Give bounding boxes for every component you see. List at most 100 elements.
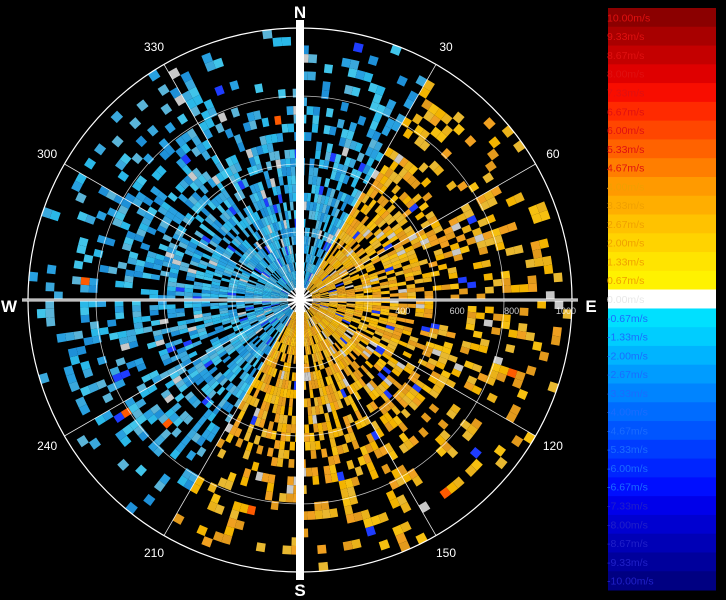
velocity-cell — [304, 244, 308, 254]
velocity-cell — [120, 342, 131, 352]
velocity-cell — [479, 338, 490, 347]
velocity-cell — [327, 366, 334, 376]
velocity-cell — [449, 242, 460, 251]
velocity-cell — [246, 385, 254, 395]
velocity-cell — [287, 406, 293, 416]
velocity-cell — [437, 419, 449, 430]
velocity-cell — [502, 285, 512, 293]
velocity-cell — [210, 302, 219, 307]
velocity-cell — [293, 328, 296, 338]
velocity-cell — [265, 336, 273, 345]
velocity-cell — [420, 220, 431, 229]
velocity-cell — [118, 336, 129, 345]
velocity-cell — [324, 279, 333, 286]
velocity-cell — [435, 361, 446, 370]
velocity-cell — [387, 318, 397, 324]
velocity-cell — [337, 326, 346, 333]
velocity-cell — [219, 213, 229, 223]
velocity-cell — [146, 250, 157, 259]
velocity-cell — [280, 303, 289, 308]
velocity-cell — [214, 247, 224, 255]
velocity-cell — [162, 215, 173, 225]
velocity-cell — [378, 445, 389, 456]
velocity-cell — [330, 272, 339, 279]
velocity-cell — [256, 190, 264, 201]
velocity-cell — [267, 279, 276, 286]
velocity-cell — [204, 60, 216, 72]
velocity-cell — [275, 249, 282, 259]
velocity-cell — [319, 332, 325, 341]
velocity-cell — [410, 370, 421, 380]
velocity-cell — [318, 270, 325, 278]
velocity-cell — [435, 253, 445, 261]
velocity-cell — [338, 360, 346, 369]
velocity-cell — [267, 337, 274, 346]
colorbar-swatch — [608, 421, 716, 441]
velocity-cell — [383, 213, 393, 223]
velocity-cell — [430, 126, 442, 139]
velocity-cell — [380, 336, 391, 344]
velocity-cell — [305, 281, 310, 290]
velocity-cell — [441, 124, 454, 137]
velocity-cell — [290, 245, 294, 255]
velocity-cell — [186, 366, 197, 375]
velocity-cell — [437, 329, 448, 337]
velocity-cell — [314, 379, 319, 389]
velocity-cell — [361, 194, 370, 204]
velocity-cell — [291, 415, 296, 425]
velocity-cell — [306, 272, 311, 281]
velocity-cell — [357, 162, 367, 173]
velocity-cell — [320, 195, 326, 205]
velocity-cell — [221, 320, 231, 326]
velocity-cell — [389, 293, 399, 297]
velocity-cell — [414, 278, 424, 284]
velocity-cell — [346, 327, 356, 334]
velocity-cell — [233, 162, 243, 173]
velocity-cell — [399, 385, 409, 396]
velocity-cell — [342, 174, 350, 185]
velocity-cell — [345, 513, 356, 524]
velocity-cell — [272, 261, 279, 270]
velocity-cell — [350, 229, 358, 238]
velocity-cell — [190, 256, 201, 264]
velocity-cell — [171, 427, 182, 438]
velocity-cell — [332, 317, 342, 324]
center-star-ray — [299, 287, 306, 301]
velocity-cell — [222, 236, 232, 245]
velocity-cell — [376, 345, 386, 353]
velocity-cell — [532, 341, 543, 352]
velocity-cell — [395, 532, 408, 545]
velocity-cell — [463, 360, 475, 370]
velocity-cell — [263, 383, 270, 393]
velocity-cell — [147, 440, 160, 453]
velocity-cell — [63, 365, 75, 377]
velocity-cell — [252, 232, 260, 242]
velocity-cell — [280, 304, 289, 308]
velocity-cell — [318, 308, 327, 313]
velocity-cell — [215, 266, 225, 273]
velocity-cell — [418, 162, 429, 173]
velocity-cell — [293, 389, 297, 399]
velocity-cell — [218, 350, 228, 358]
velocity-cell — [175, 147, 186, 159]
velocity-cell — [330, 321, 339, 328]
velocity-cell — [266, 326, 274, 334]
velocity-cell — [387, 343, 397, 351]
velocity-cell — [317, 283, 325, 290]
velocity-cell — [322, 222, 328, 232]
velocity-cell — [310, 327, 315, 336]
velocity-cell — [185, 318, 196, 325]
velocity-cell — [323, 316, 332, 323]
velocity-cell — [276, 351, 282, 361]
velocity-cell — [427, 357, 438, 367]
velocity-cell — [272, 340, 279, 349]
velocity-cell — [187, 171, 198, 182]
velocity-cell — [209, 336, 220, 344]
velocity-cell — [307, 406, 313, 416]
velocity-cell — [346, 385, 354, 395]
velocity-cell — [246, 166, 255, 177]
velocity-cell — [327, 310, 336, 315]
velocity-cell — [349, 207, 357, 217]
velocity-cell — [422, 192, 433, 202]
velocity-cell — [210, 290, 220, 295]
